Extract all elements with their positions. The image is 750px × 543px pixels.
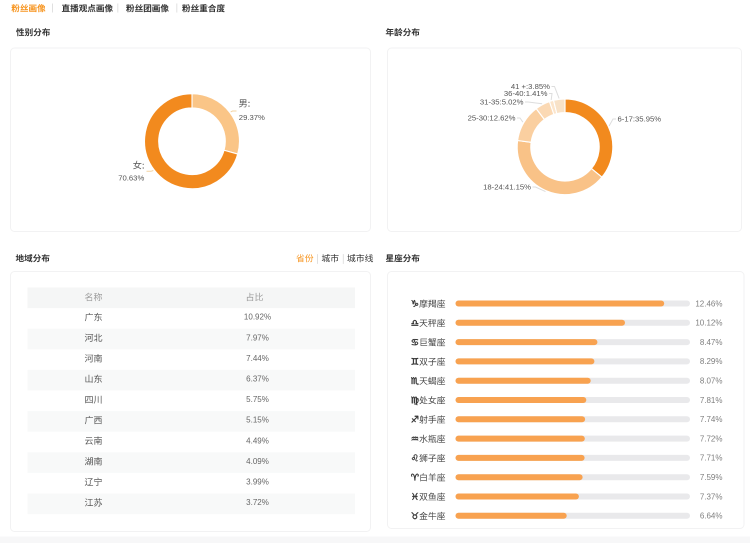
svg-text:6-17:35.95%: 6-17:35.95% (618, 115, 662, 124)
svg-text:36-40:1.41%: 36-40:1.41% (504, 89, 548, 98)
svg-text:18-24:41.15%: 18-24:41.15% (483, 183, 531, 192)
svg-text:7.74%: 7.74% (700, 415, 723, 424)
svg-text:10.12%: 10.12% (695, 319, 722, 328)
svg-text:8.29%: 8.29% (700, 357, 723, 366)
svg-text:7.44%: 7.44% (246, 354, 269, 363)
svg-text:10.92%: 10.92% (244, 313, 271, 322)
svg-text:4.49%: 4.49% (246, 436, 269, 445)
svg-text:41 +:3.85%: 41 +:3.85% (511, 82, 550, 91)
svg-text:8.47%: 8.47% (700, 338, 723, 347)
svg-text:7.72%: 7.72% (700, 434, 723, 443)
svg-text:70.63%: 70.63% (118, 174, 144, 183)
svg-text:7.71%: 7.71% (700, 454, 723, 463)
svg-text:6.64%: 6.64% (700, 512, 723, 521)
svg-text:3.72%: 3.72% (246, 498, 269, 507)
svg-text:25-30:12.62%: 25-30:12.62% (468, 114, 516, 123)
svg-text:6.37%: 6.37% (246, 375, 269, 384)
svg-text:7.81%: 7.81% (700, 396, 723, 405)
svg-text:29.37%: 29.37% (239, 113, 265, 122)
svg-text:7.97%: 7.97% (246, 333, 269, 342)
svg-text:5.75%: 5.75% (246, 395, 269, 404)
svg-text:7.59%: 7.59% (700, 473, 723, 482)
svg-text:7.37%: 7.37% (700, 492, 723, 501)
svg-text:31-35:5.02%: 31-35:5.02% (480, 98, 524, 107)
svg-text:5.15%: 5.15% (246, 416, 269, 425)
svg-text:4.09%: 4.09% (246, 457, 269, 466)
svg-text:12.46%: 12.46% (695, 299, 722, 308)
svg-text:3.99%: 3.99% (246, 478, 269, 487)
svg-text:8.07%: 8.07% (700, 377, 723, 386)
